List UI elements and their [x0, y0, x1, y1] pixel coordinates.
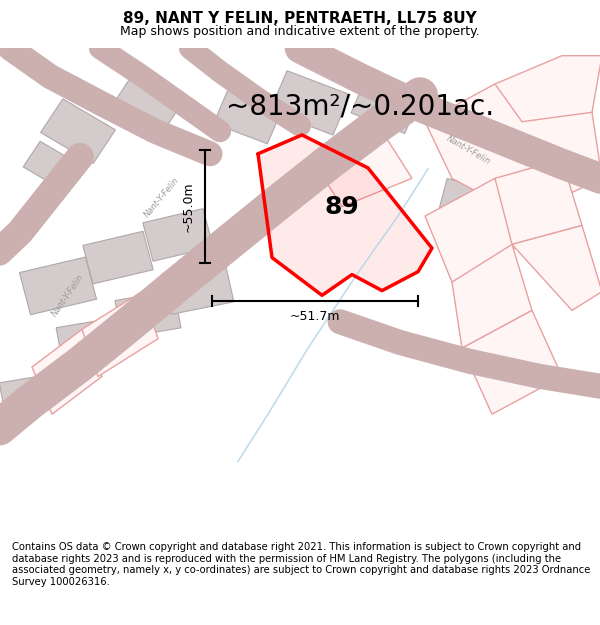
Text: Nant-Y-Felin: Nant-Y-Felin: [445, 134, 491, 166]
Polygon shape: [439, 179, 497, 223]
Polygon shape: [83, 231, 153, 284]
Text: ~51.7m: ~51.7m: [290, 311, 340, 323]
Polygon shape: [41, 99, 115, 164]
Text: Contains OS data © Crown copyright and database right 2021. This information is : Contains OS data © Crown copyright and d…: [12, 542, 590, 587]
Polygon shape: [452, 244, 532, 348]
Text: Nant-Y-Felin: Nant-Y-Felin: [143, 176, 181, 219]
Polygon shape: [0, 374, 57, 416]
Text: ~813m²/~0.201ac.: ~813m²/~0.201ac.: [226, 92, 494, 121]
Polygon shape: [495, 159, 582, 244]
Polygon shape: [270, 71, 350, 135]
Polygon shape: [82, 291, 158, 376]
Text: 89, NANT Y FELIN, PENTRAETH, LL75 8UY: 89, NANT Y FELIN, PENTRAETH, LL75 8UY: [123, 11, 477, 26]
Polygon shape: [113, 73, 182, 132]
Polygon shape: [214, 88, 283, 144]
Polygon shape: [500, 161, 556, 203]
Polygon shape: [162, 261, 234, 314]
Text: Nant-Y-Felin: Nant-Y-Felin: [50, 272, 86, 318]
Polygon shape: [425, 178, 522, 282]
Polygon shape: [512, 226, 600, 311]
Text: Map shows position and indicative extent of the property.: Map shows position and indicative extent…: [120, 24, 480, 38]
Polygon shape: [351, 80, 419, 134]
Polygon shape: [115, 291, 181, 338]
Polygon shape: [462, 311, 562, 414]
Polygon shape: [312, 131, 412, 207]
Polygon shape: [56, 318, 120, 363]
Polygon shape: [495, 56, 600, 122]
Text: 89: 89: [325, 194, 359, 219]
Polygon shape: [19, 257, 97, 315]
Polygon shape: [23, 141, 81, 191]
Polygon shape: [258, 135, 432, 296]
Polygon shape: [143, 209, 213, 261]
Polygon shape: [32, 329, 102, 414]
Text: ~55.0m: ~55.0m: [182, 181, 195, 232]
Polygon shape: [425, 84, 600, 216]
